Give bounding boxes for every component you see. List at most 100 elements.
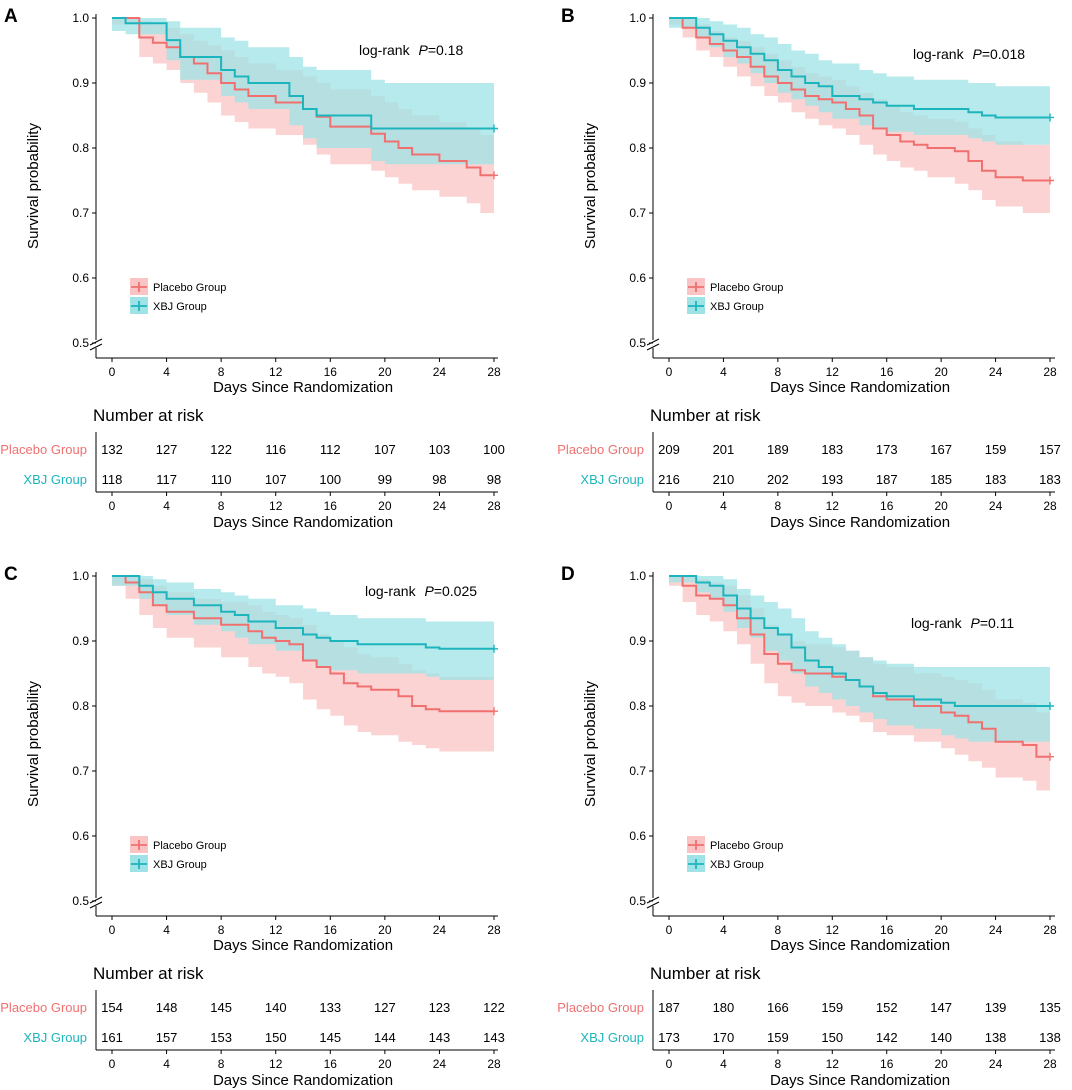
risk-value: 98 — [432, 472, 446, 487]
risk-x-tick-label: 4 — [720, 1057, 727, 1071]
censor-mark — [490, 171, 498, 180]
y-tick-label: 1.0 — [72, 11, 89, 25]
x-tick-label: 8 — [218, 365, 225, 379]
risk-value: 122 — [210, 442, 232, 457]
x-tick-label: 20 — [378, 923, 392, 937]
risk-value: 133 — [319, 1000, 341, 1015]
risk-x-tick-label: 24 — [433, 499, 447, 513]
panel-c: C 0.5 0.6 0.7 0.8 0.9 1.0 0 4 8 12 16 20 24 28 Days Sin… — [0, 564, 505, 1089]
risk-x-tick-label: 28 — [1043, 499, 1057, 513]
y-tick-label: 0.6 — [629, 271, 646, 285]
legend-label: Placebo Group — [710, 840, 783, 852]
x-tick-label: 8 — [218, 923, 225, 937]
y-tick-label: 0.5 — [72, 336, 89, 350]
risk-value: 145 — [210, 1000, 232, 1015]
y-tick-label: 0.8 — [629, 141, 646, 155]
y-tick-label: 0.7 — [629, 206, 646, 220]
x-tick-label: 4 — [163, 365, 170, 379]
risk-row-label: XBJ Group — [580, 472, 644, 487]
risk-table-title: Number at risk — [93, 964, 204, 983]
survival-line-placebo — [112, 17, 494, 177]
y-tick-label: 0.7 — [629, 764, 646, 778]
y-tick-label: 0.9 — [629, 634, 646, 648]
risk-table-title: Number at risk — [650, 406, 761, 425]
risk-x-tick-label: 12 — [826, 1057, 840, 1071]
legend-line-icon — [131, 301, 147, 311]
x-tick-label: 16 — [324, 365, 338, 379]
risk-x-tick-label: 0 — [666, 499, 673, 513]
x-tick-label: 4 — [163, 923, 170, 937]
axis-break-icon — [646, 896, 660, 909]
risk-value: 187 — [658, 1000, 680, 1015]
risk-value: 144 — [374, 1030, 396, 1045]
risk-value: 170 — [713, 1030, 735, 1045]
logrank-label: log-rank — [913, 46, 967, 62]
risk-row-label: XBJ Group — [23, 1030, 87, 1045]
p-symbol: P — [970, 615, 980, 631]
risk-x-tick-label: 20 — [934, 1057, 948, 1071]
y-tick-label: 1.0 — [629, 569, 646, 583]
y-tick-label: 0.7 — [72, 206, 89, 220]
x-tick-label: 24 — [433, 365, 447, 379]
legend-label: XBJ Group — [153, 859, 207, 871]
x-tick-label: 12 — [269, 923, 283, 937]
y-tick-label: 0.8 — [72, 141, 89, 155]
risk-x-tick-label: 16 — [324, 1057, 338, 1071]
risk-value: 159 — [985, 442, 1007, 457]
risk-value: 127 — [374, 1000, 396, 1015]
risk-x-tick-label: 24 — [433, 1057, 447, 1071]
logrank-label: log-rank — [911, 615, 965, 631]
risk-table-title: Number at risk — [93, 406, 204, 425]
risk-value: 112 — [320, 442, 341, 457]
censor-mark — [490, 644, 498, 653]
risk-value: 110 — [211, 472, 232, 487]
x-tick-label: 12 — [826, 365, 840, 379]
y-axis-title: Survival probability — [582, 681, 599, 807]
risk-value: 139 — [985, 1000, 1007, 1015]
legend-label: XBJ Group — [710, 301, 764, 313]
risk-value: 183 — [821, 442, 843, 457]
risk-x-tick-label: 20 — [934, 499, 948, 513]
panel-letter: D — [561, 564, 575, 585]
risk-x-tick-label: 8 — [775, 1057, 782, 1071]
y-tick-label: 0.9 — [72, 634, 89, 648]
legend-label: XBJ Group — [153, 301, 207, 313]
survival-line-placebo — [669, 17, 1050, 182]
x-tick-label: 20 — [378, 365, 392, 379]
legend-label: Placebo Group — [153, 840, 226, 852]
risk-value: 140 — [265, 1000, 287, 1015]
y-tick-label: 0.6 — [629, 829, 646, 843]
panel-letter: C — [4, 564, 18, 585]
risk-value: 135 — [1039, 1000, 1061, 1015]
legend-line-icon — [688, 301, 704, 311]
risk-value: 173 — [876, 442, 898, 457]
risk-x-tick-label: 28 — [1043, 1057, 1057, 1071]
risk-value: 127 — [156, 442, 178, 457]
risk-value: 100 — [319, 472, 341, 487]
risk-value: 185 — [930, 472, 952, 487]
risk-value: 145 — [319, 1030, 341, 1045]
x-tick-label: 16 — [880, 365, 894, 379]
risk-value: 132 — [101, 442, 123, 457]
y-tick-label: 0.7 — [72, 764, 89, 778]
x-tick-label: 20 — [934, 923, 948, 937]
risk-x-tick-label: 4 — [163, 499, 170, 513]
censor-mark — [1046, 702, 1054, 710]
y-tick-label: 0.6 — [72, 829, 89, 843]
risk-value: 154 — [101, 1000, 123, 1015]
legend-label: Placebo Group — [710, 282, 783, 294]
x-tick-label: 4 — [720, 365, 727, 379]
x-tick-label: 8 — [775, 365, 782, 379]
risk-value: 210 — [713, 472, 735, 487]
legend-line-icon — [131, 859, 147, 869]
x-tick-label: 16 — [324, 923, 338, 937]
risk-value: 159 — [767, 1030, 789, 1045]
legend-line-icon — [688, 840, 704, 850]
risk-row-label: Placebo Group — [557, 442, 644, 457]
x-tick-label: 20 — [934, 365, 948, 379]
risk-x-tick-label: 12 — [826, 499, 840, 513]
x-tick-label: 12 — [269, 365, 283, 379]
risk-value: 150 — [821, 1030, 843, 1045]
x-tick-label: 4 — [720, 923, 727, 937]
